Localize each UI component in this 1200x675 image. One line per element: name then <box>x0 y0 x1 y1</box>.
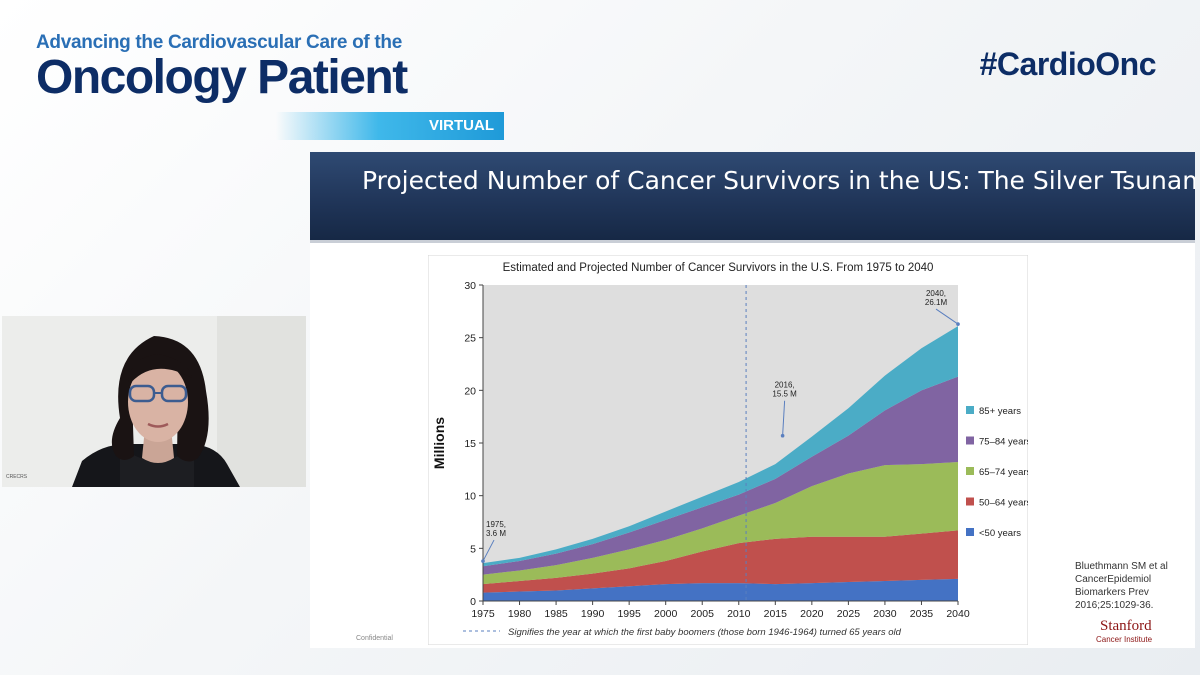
x-tick-label: 2005 <box>691 608 715 620</box>
speaker-portrait <box>2 316 306 487</box>
annotation-label: 2016, <box>775 381 795 390</box>
x-tick-label: 1990 <box>581 608 605 620</box>
annotation-label: 26.1M <box>925 298 948 307</box>
citation-line: 2016;25:1029-36. <box>1075 600 1154 611</box>
x-tick-label: 1985 <box>544 608 568 620</box>
video-caption: CRECRS <box>6 474 28 480</box>
chart-footnote: Signifies the year at which the first ba… <box>463 627 902 638</box>
legend-swatch <box>966 528 974 536</box>
area-series <box>483 461 958 585</box>
y-tick-label: 30 <box>464 280 476 292</box>
x-tick-label: 2020 <box>800 608 824 620</box>
legend-label: 65–74 years <box>979 467 1028 478</box>
legend-swatch <box>966 497 974 506</box>
virtual-label: VIRTUAL <box>429 117 494 134</box>
event-branding: Advancing the Cardiovascular Care of the… <box>36 32 504 142</box>
slide-title: Projected Number of Cancer Survivors in … <box>362 166 1195 195</box>
citation-line: Bluethmann SM et al <box>1075 561 1168 572</box>
virtual-ribbon: VIRTUAL <box>276 112 504 140</box>
x-tick-label: 1995 <box>617 608 641 620</box>
event-title-line2: Oncology Patient <box>36 51 408 104</box>
legend: 85+ years 75–84 years 65–74 years 50–64 yea… <box>966 406 1028 539</box>
x-tick-label: 2015 <box>764 608 788 620</box>
y-tick-label: 25 <box>464 333 476 345</box>
legend-label: 85+ years <box>979 406 1021 417</box>
chart-title: Estimated and Projected Number of Cancer… <box>503 262 934 274</box>
legend-swatch <box>966 467 974 475</box>
y-axis-label: Millions <box>431 417 447 469</box>
x-tick-label: 2035 <box>910 608 934 620</box>
slide: Projected Number of Cancer Survivors in … <box>310 152 1195 648</box>
annotation-label: 1975, <box>486 520 506 529</box>
y-tick-label: 20 <box>464 385 476 397</box>
x-tick-label: 1980 <box>508 608 532 620</box>
x-tick-label: 2010 <box>727 608 751 620</box>
y-tick-label: 0 <box>470 596 476 608</box>
annotation-arrow <box>782 400 786 436</box>
annotation-arrow <box>935 308 959 325</box>
footnote-text: Signifies the year at which the first ba… <box>508 627 902 638</box>
annotation-arrow <box>482 539 495 562</box>
annotation-arrowhead <box>956 322 960 326</box>
annotation-arrowhead <box>780 433 785 438</box>
x-tick-label: 2025 <box>837 608 861 620</box>
stanford-logo-subtitle: Cancer Institute <box>1096 635 1153 644</box>
survivors-chart: Estimated and Projected Number of Cancer… <box>428 255 1028 645</box>
annotation-arrowhead <box>481 559 485 563</box>
speaker-video[interactable]: CRECRS <box>2 316 306 487</box>
event-hashtag: #CardioOnc <box>979 46 1157 82</box>
area-series <box>483 530 958 593</box>
y-tick-label: 15 <box>464 438 476 450</box>
citation-line: CancerEpidemiol <box>1075 574 1152 585</box>
annotation-label: 2040, <box>926 289 946 298</box>
legend-swatch <box>966 406 974 414</box>
annotation-label: 15.5 M <box>772 390 797 399</box>
legend-label: <50 years <box>979 528 1021 539</box>
slide-header: Projected Number of Cancer Survivors in … <box>310 152 1195 243</box>
area-series <box>483 376 958 575</box>
citation-line: Biomarkers Prev <box>1075 587 1149 598</box>
citation: Bluethmann SM et al CancerEpidemiol Biom… <box>1075 560 1185 612</box>
area-series <box>483 578 958 601</box>
x-tick-label: 1975 <box>471 608 495 620</box>
legend-swatch <box>966 436 974 445</box>
x-tick-label: 2040 <box>946 608 970 620</box>
legend-label: 50–64 years <box>979 498 1028 509</box>
y-tick-label: 10 <box>464 491 476 503</box>
stacked-areas <box>483 326 958 601</box>
legend-label: 75–84 years <box>979 437 1028 448</box>
annotation-label: 3.6 M <box>486 529 506 538</box>
x-tick-label: 2030 <box>873 608 897 620</box>
event-title-line1: Advancing the Cardiovascular Care of the <box>36 32 402 53</box>
annotations: 1975,3.6 M 2016,15.5 M 2040,26.1M <box>481 289 960 563</box>
y-tick-label: 5 <box>470 543 476 555</box>
stanford-logo-name: Stanford <box>1100 618 1152 634</box>
x-tick-label: 2000 <box>654 608 678 620</box>
confidential-label: Confidential <box>356 635 393 642</box>
